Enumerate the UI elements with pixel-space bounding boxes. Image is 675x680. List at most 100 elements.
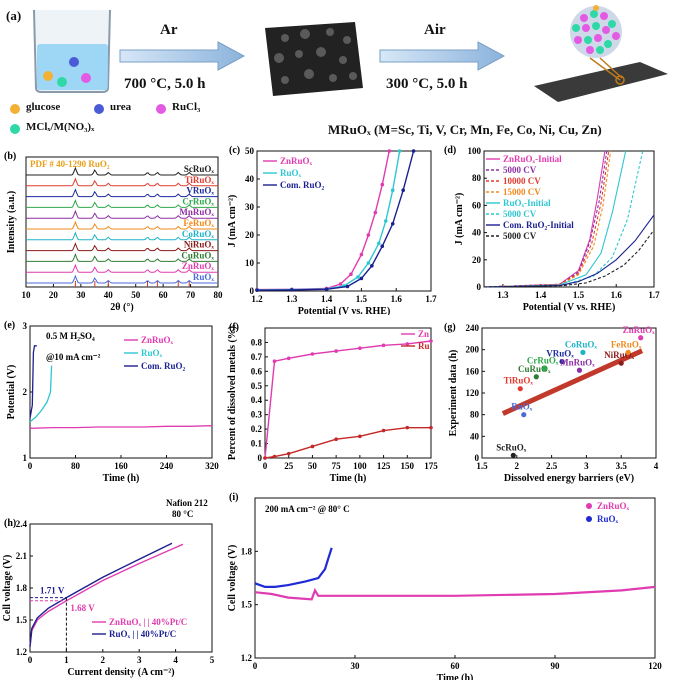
data-point-com-ruo — [390, 222, 395, 226]
data-point-znruo — [380, 182, 385, 187]
x-tick-label: 1.7 — [648, 290, 660, 300]
y-tick-label: 0 — [477, 282, 482, 292]
data-point-zn — [286, 356, 291, 361]
membrane-annotation: Nafion 212 — [166, 498, 208, 508]
y-axis-label: Intensity (a.u.) — [6, 191, 17, 254]
x-tick-label: 175 — [424, 461, 438, 471]
data-point-ruo — [521, 412, 527, 418]
condition-annotation: 200 mA cm⁻² @ 80° C — [265, 504, 350, 514]
data-point-com-ruo — [359, 276, 364, 281]
y-tick-label: 160 — [466, 366, 480, 376]
data-point-znruo — [359, 252, 364, 257]
formula-caption: MRuOₓ (M=Sc, Ti, V, Cr, Mn, Fe, Co, Ni, … — [328, 122, 602, 137]
x-tick-label: 4 — [654, 461, 659, 471]
plot-frame — [256, 150, 432, 292]
pattern-label-coruo: CoRuOₓ — [182, 229, 215, 239]
panel-label: (b) — [4, 151, 16, 162]
x-tick-label: 125 — [377, 461, 391, 471]
x-tick-label: 1.2 — [251, 294, 263, 304]
legend-label-ruo-40-pt-c: RuOₓ | | 40%Pt/C — [109, 629, 176, 639]
data-point-niruo — [618, 360, 624, 366]
step1-condition: 700 °C, 5.0 h — [124, 76, 206, 92]
legend-label-zn: Zn — [418, 329, 429, 339]
x-axis-label: Dissolved energy barriers (eV) — [504, 473, 634, 484]
point-label-curuo: CuRuOₓ — [518, 364, 551, 374]
y-tick-label: 200 — [466, 345, 480, 355]
legend-label-ruo-initial: RuOₓ-Initial — [503, 198, 551, 208]
legend-label-metal-salt: MClₓ/M(NO₃)ₓ — [26, 121, 95, 133]
series-line-znruo-initial — [483, 150, 606, 288]
x-tick-label: 1.5 — [573, 290, 585, 300]
point-label-ruo: RuOₓ — [511, 402, 533, 412]
x-tick-label: 20 — [49, 290, 59, 300]
legend-label-znruo: ZnRuOₓ — [141, 335, 174, 345]
y-tick-label: 100 — [468, 146, 482, 156]
data-point-com-ruo — [290, 288, 294, 292]
chart-d-stability-cv: 1.3 1.4 1.5 1.6 1.7 0 20 40 60 80 100 Potential (V … — [444, 145, 660, 313]
data-point-ru — [334, 437, 338, 442]
x-tick-label: 60 — [159, 290, 169, 300]
legend-label-5000-cv: 5000 CV — [503, 209, 537, 219]
plot-frame — [483, 150, 655, 288]
chart-f-dissolution: 0 25 50 75 100 125 150 175 0 0.1 0.2 0.3 0.4 0.5 0.6 0.… — [227, 322, 438, 484]
series-line-ruo — [254, 547, 333, 589]
x-tick-label: 60 — [451, 661, 461, 671]
x-axis-label: Time (h) — [437, 673, 474, 680]
x-tick-label: 0 — [28, 461, 33, 471]
data-point-zn — [272, 359, 277, 364]
chart-c-polarization: 1.2 1.3 1.4 1.5 1.6 1.7 0 10 20 30 40 50 Potential (… — [227, 145, 437, 315]
x-tick-label: 50 — [131, 290, 141, 300]
x-tick-label: 1.3 — [286, 294, 298, 304]
y-tick-label: 0.5 — [251, 381, 263, 391]
data-point-ruo — [356, 275, 360, 279]
data-point-ru — [310, 444, 315, 449]
data-point-zn — [310, 352, 315, 356]
y-tick-label: 1.5 — [16, 615, 28, 625]
arrow-right-icon — [379, 41, 506, 71]
point-label-crruo: CrRuOₓ — [527, 356, 559, 366]
x-tick-label: 4 — [173, 655, 178, 665]
data-point-com-ruo — [411, 149, 416, 153]
data-point-com-ruo — [380, 244, 385, 248]
y-tick-label: 0.3 — [251, 410, 263, 420]
annotation-1-68: 1.68 V — [70, 603, 95, 613]
y-tick-label: 120 — [466, 388, 480, 398]
series-line-com-ruo — [29, 345, 37, 419]
x-axis-label: Time (h) — [330, 473, 367, 484]
legend-label-znruo-40-pt-c: ZnRuOₓ | | 40%Pt/C — [109, 617, 187, 627]
x-tick-label: 40 — [104, 290, 114, 300]
x-tick-label: 1.5 — [356, 294, 368, 304]
x-tick-label: 1.4 — [535, 290, 547, 300]
data-point-znruo — [387, 149, 392, 153]
data-point-zn — [358, 346, 362, 351]
data-point-ru — [263, 456, 267, 460]
series-line-znruo — [254, 585, 656, 601]
glucose-dot-icon — [10, 104, 20, 114]
x-tick-label: 1.6 — [391, 294, 403, 304]
chart-i-cell-stability: 0 30 60 90 120 1.2 1.5 1.8 Time (h) Cell voltage … — [227, 492, 662, 680]
legend-label-5000-cv: 5000 CV — [503, 231, 537, 241]
pattern-label-crruo: CrRuOₓ — [182, 196, 214, 206]
xrd-pattern-ruo — [26, 274, 218, 284]
pattern-label-vruo: VRuOₓ — [186, 186, 214, 196]
y-tick-label: 0.4 — [251, 395, 263, 405]
data-point-ru — [405, 425, 410, 430]
x-tick-label: 70 — [186, 290, 196, 300]
data-point-ru — [358, 434, 362, 439]
legend-label-znruo: ZnRuOₓ — [597, 501, 630, 511]
y-tick-label: 240 — [466, 323, 480, 333]
plot-frame — [29, 325, 213, 459]
data-point-znruo — [338, 282, 343, 286]
legend-label-rucl3: RuCl₃ — [172, 101, 201, 113]
data-point-zn — [381, 343, 386, 348]
data-point-znruo — [638, 335, 644, 341]
point-label-coruo: CoRuOₓ — [565, 339, 598, 349]
xrd-pattern-niruo — [26, 242, 218, 252]
nanoparticle-on-carbon-icon — [534, 5, 668, 102]
data-point-ru — [381, 428, 386, 433]
chart-e-chronopotentiometry: 0 80 160 240 320 1 2 3 Time (h) Potential (V) (e) Z… — [4, 320, 219, 484]
y-tick-label: 0.8 — [251, 337, 263, 347]
x-tick-label: 100 — [353, 461, 367, 471]
x-tick-label: 90 — [551, 661, 561, 671]
y-axis-label: J (mA cm⁻²) — [454, 193, 465, 246]
